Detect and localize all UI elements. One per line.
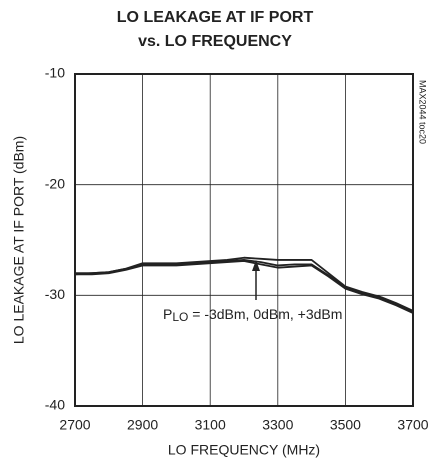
annotation: PLO = -3dBm, 0dBm, +3dBm — [163, 306, 342, 324]
plot-frame — [74, 73, 414, 407]
side-note: MAX2044 toc20 — [418, 80, 428, 144]
x-tick-label: 2900 — [127, 417, 158, 433]
x-tick-label: 3300 — [262, 417, 293, 433]
annotation-subscript: LO — [172, 310, 188, 324]
chart-title: LO LEAKAGE AT IF PORT — [117, 9, 314, 26]
x-axis-label: LO FREQUENCY (MHz) — [168, 442, 320, 458]
y-tick-label: -30 — [45, 286, 65, 302]
y-tick-label: -10 — [45, 65, 65, 81]
x-tick-label: 2700 — [59, 417, 90, 433]
x-tick-label: 3700 — [397, 417, 428, 433]
chart-title: vs. LO FREQUENCY — [138, 33, 292, 50]
x-tick-label: 3100 — [195, 417, 226, 433]
series-line — [75, 260, 414, 314]
annotation-arrowhead — [252, 260, 260, 271]
series-line — [74, 259, 414, 313]
annotation-part: P — [163, 306, 172, 322]
annotation-part: = -3dBm, 0dBm, +3dBm — [188, 306, 342, 322]
y-tick-label: -20 — [45, 175, 65, 191]
series-line — [75, 256, 414, 312]
x-tick-label: 3500 — [330, 417, 361, 433]
y-axis-label: LO LEAKAGE AT IF PORT (dBm) — [11, 136, 27, 344]
y-tick-label: -40 — [45, 397, 65, 413]
